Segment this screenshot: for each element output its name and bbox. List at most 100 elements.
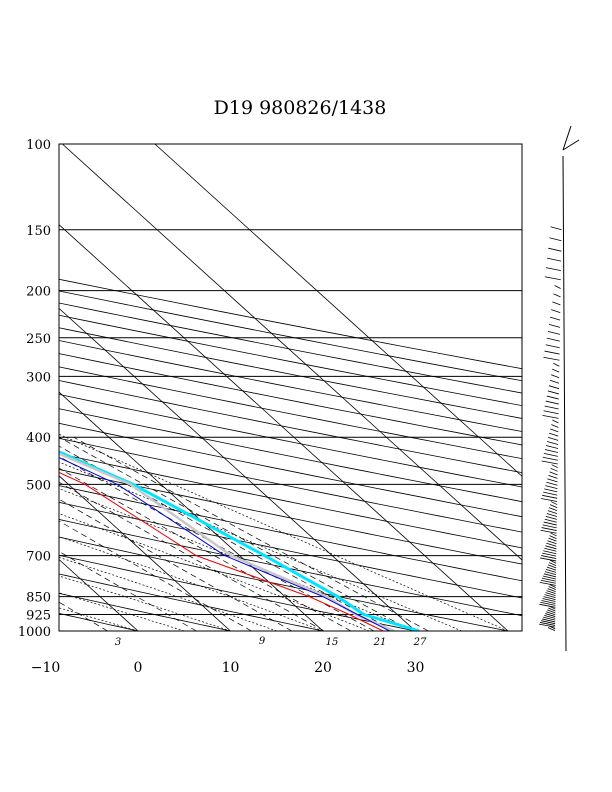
wind-barb bbox=[546, 590, 556, 594]
dry-adiabat bbox=[59, 554, 416, 631]
wind-barb bbox=[549, 316, 561, 321]
wind-barb bbox=[542, 598, 556, 602]
isotherm-line bbox=[59, 558, 139, 631]
wind-barb bbox=[539, 603, 556, 608]
wind-barb bbox=[549, 432, 559, 437]
wind-barb bbox=[545, 516, 557, 520]
wind-barb bbox=[544, 614, 556, 619]
wind-barb bbox=[545, 592, 556, 597]
wind-barb bbox=[549, 504, 558, 508]
wind-barb bbox=[546, 566, 557, 571]
wind-barb bbox=[548, 385, 560, 390]
mixing-ratio-line bbox=[59, 467, 352, 631]
chart-title: D19 980826/1438 bbox=[214, 97, 387, 119]
moist-adiabat bbox=[59, 433, 509, 631]
pressure-tick-label: 400 bbox=[26, 431, 51, 446]
mixing-ratio-line bbox=[59, 520, 252, 631]
wind-barb bbox=[543, 616, 556, 621]
wind-barb bbox=[545, 569, 557, 573]
moist-adiabat bbox=[59, 513, 370, 631]
wind-barb bbox=[546, 513, 557, 517]
wind-barb bbox=[544, 594, 556, 599]
wind-barb bbox=[551, 309, 561, 314]
temperature-tick-label: −10 bbox=[31, 660, 61, 676]
mixing-ratio-label: 27 bbox=[413, 637, 427, 648]
wind-barb bbox=[551, 424, 559, 428]
wind-barb bbox=[544, 518, 557, 523]
wind-barb bbox=[543, 491, 558, 496]
wind-barb bbox=[543, 596, 556, 600]
wind-barb bbox=[541, 620, 556, 625]
wind-barb bbox=[550, 501, 558, 505]
pressure-tick-label: 925 bbox=[26, 609, 51, 624]
wind-barb bbox=[546, 395, 559, 400]
isotherm-line bbox=[59, 224, 509, 631]
dry-adiabat bbox=[59, 592, 231, 631]
mixing-ratio-label: 21 bbox=[373, 637, 387, 648]
wind-barb bbox=[545, 545, 557, 550]
wind-barb bbox=[547, 609, 556, 614]
wind-barb bbox=[547, 390, 559, 395]
wind-barb bbox=[548, 625, 556, 630]
temperature-tick-label: 20 bbox=[314, 660, 332, 676]
wind-barb bbox=[550, 226, 562, 231]
pressure-tick-label: 850 bbox=[26, 591, 51, 606]
wind-barb bbox=[541, 460, 558, 465]
wind-barb bbox=[542, 552, 557, 557]
pressure-tick-label: 150 bbox=[26, 224, 51, 239]
wind-barb-top bbox=[562, 125, 580, 151]
moist-adiabat bbox=[59, 536, 324, 631]
wind-barb bbox=[551, 464, 558, 469]
wind-barb bbox=[552, 301, 561, 306]
dry-adiabat bbox=[59, 612, 139, 631]
wind-barb bbox=[546, 337, 560, 342]
wind-barb bbox=[542, 415, 559, 419]
dry-adiabat bbox=[59, 453, 522, 549]
series-trace-0 bbox=[59, 450, 420, 631]
isotherm-line bbox=[59, 307, 416, 631]
wind-barb bbox=[543, 356, 560, 361]
pressure-tick-label: 250 bbox=[26, 332, 51, 347]
wind-barb bbox=[539, 581, 556, 586]
wind-barb bbox=[541, 577, 556, 582]
wind-barb bbox=[547, 588, 556, 592]
dry-adiabat bbox=[59, 290, 522, 382]
sounding-series bbox=[59, 450, 420, 631]
wind-barb bbox=[554, 285, 561, 289]
dry-adiabat bbox=[59, 302, 522, 394]
wind-barb bbox=[541, 555, 557, 559]
wind-barb bbox=[549, 471, 558, 476]
wind-barb bbox=[547, 510, 558, 514]
dry-adiabat bbox=[59, 437, 522, 533]
wind-barb bbox=[540, 622, 556, 626]
dry-adiabat bbox=[59, 501, 522, 599]
wind-barb bbox=[545, 613, 556, 617]
plot-frame bbox=[58, 143, 523, 632]
wind-barb bbox=[542, 494, 558, 499]
wind-barb bbox=[550, 467, 558, 472]
pressure-tick-label: 300 bbox=[26, 370, 51, 385]
pressure-tick-label: 100 bbox=[26, 138, 51, 153]
dry-adiabat bbox=[59, 278, 522, 370]
wind-barb bbox=[544, 276, 561, 281]
wind-barb bbox=[552, 368, 560, 373]
wind-barb bbox=[549, 237, 562, 242]
isotherm-line bbox=[62, 144, 522, 561]
wind-barb bbox=[549, 584, 556, 588]
wind-barb bbox=[548, 537, 557, 542]
wind-barb bbox=[540, 602, 556, 606]
temperature-tick-label: 0 bbox=[134, 660, 143, 676]
wind-barb bbox=[547, 478, 558, 483]
wind-barb bbox=[543, 550, 557, 555]
wind-barb bbox=[546, 611, 556, 616]
wind-barb bbox=[541, 600, 556, 604]
isotherm-line bbox=[154, 144, 522, 477]
series-trace-1 bbox=[59, 452, 395, 631]
wind-barb bbox=[543, 410, 559, 415]
series-trace-2 bbox=[59, 457, 390, 631]
wind-barb bbox=[544, 405, 559, 410]
wind-barb bbox=[548, 324, 561, 328]
wind-barb-profile bbox=[538, 125, 580, 652]
wind-barb bbox=[543, 453, 558, 457]
pressure-tick-label: 700 bbox=[26, 550, 51, 565]
